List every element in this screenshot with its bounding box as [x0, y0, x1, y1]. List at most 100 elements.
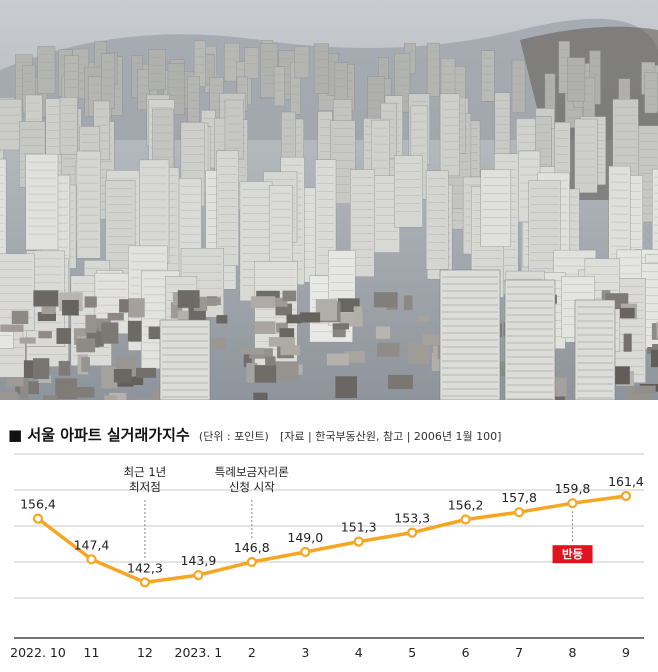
- data-label: 156,2: [448, 498, 484, 513]
- photo-house: [243, 353, 252, 368]
- data-label: 157,8: [501, 490, 537, 505]
- photo-house: [268, 337, 295, 347]
- photo-building: [148, 49, 166, 91]
- photo-house: [315, 299, 337, 321]
- photo-house: [282, 290, 297, 302]
- photo-foreground-tower: [159, 319, 211, 400]
- photo-building: [216, 150, 239, 266]
- photo-foreground-tower: [439, 269, 501, 400]
- data-point: [246, 556, 257, 568]
- photo-building: [244, 47, 259, 79]
- photo-house: [113, 369, 132, 383]
- photo-house: [254, 365, 277, 383]
- photo-house: [107, 313, 124, 321]
- photo-building: [567, 57, 586, 102]
- photo-building: [0, 98, 23, 151]
- x-tick-label: 9: [622, 645, 630, 660]
- photo-building: [152, 108, 174, 167]
- data-point: [32, 513, 44, 524]
- chart-title-block: ■ 서울 아파트 실거래가지수 (단위 : 포인트) [자료 | 한국부동산원,…: [8, 424, 501, 445]
- photo-house: [101, 366, 118, 389]
- photo-building: [193, 40, 206, 87]
- photo-building: [511, 59, 526, 113]
- photo-building: [652, 168, 658, 256]
- annotation-badge-text: 반등: [562, 547, 584, 561]
- photo-building: [574, 118, 598, 194]
- photo-building: [0, 158, 7, 265]
- photo-house: [403, 295, 413, 311]
- photo-house: [620, 307, 635, 319]
- data-label: 159,8: [555, 481, 591, 496]
- photo-house: [353, 306, 363, 319]
- photo-house: [178, 310, 189, 325]
- photo-house: [104, 395, 118, 400]
- data-label: 143,9: [181, 553, 217, 568]
- photo-building: [269, 184, 293, 269]
- annotation-text: 특례보금자리론: [215, 465, 289, 479]
- photo-house: [272, 297, 288, 307]
- photo-house: [109, 392, 127, 400]
- photo-house: [656, 321, 658, 339]
- photo-house: [417, 315, 430, 322]
- photo-house: [101, 322, 119, 344]
- photo-house: [84, 296, 97, 308]
- data-label: 153,3: [394, 511, 430, 526]
- photo-house: [121, 376, 144, 385]
- photo-foreground-tower: [504, 279, 556, 400]
- photo-house: [300, 312, 321, 323]
- data-label: 156,4: [20, 497, 56, 512]
- chart-title: 서울 아파트 실거래가지수: [27, 426, 190, 444]
- photo-house: [625, 388, 650, 400]
- photo-house: [11, 310, 29, 324]
- data-point: [353, 536, 364, 547]
- photo-house: [62, 300, 79, 316]
- photo-house: [58, 360, 71, 376]
- annotation-text: 최근 1년: [124, 465, 167, 479]
- photo-house: [38, 375, 51, 383]
- data-label: 151,3: [341, 520, 377, 535]
- photo-building: [139, 159, 170, 263]
- photo-house: [20, 379, 29, 400]
- photo-house: [153, 388, 166, 400]
- photo-house: [128, 298, 145, 318]
- photo-house: [216, 315, 228, 324]
- x-tick-label: 12: [137, 645, 153, 660]
- photo-house: [280, 345, 301, 356]
- photo-house: [33, 358, 50, 379]
- photo-house: [177, 290, 200, 308]
- x-tick-label: 5: [408, 645, 416, 660]
- photo-house: [19, 337, 36, 344]
- photo-building: [59, 96, 78, 155]
- photo-house: [81, 357, 90, 372]
- photo-house: [71, 387, 95, 398]
- x-tick-label: 2: [248, 645, 256, 660]
- photo-house: [211, 337, 227, 350]
- photo-building: [224, 99, 244, 160]
- photo-house: [276, 322, 288, 333]
- photo-house: [250, 296, 276, 309]
- photo-house: [127, 320, 142, 342]
- photo-house: [170, 302, 183, 319]
- data-label: 146,8: [234, 540, 270, 555]
- photo-building: [334, 62, 348, 101]
- photo-house: [85, 314, 97, 333]
- data-point: [620, 490, 632, 502]
- photo-building: [313, 43, 330, 94]
- photo-building: [480, 169, 511, 247]
- data-point: [300, 546, 311, 558]
- photo-building: [394, 155, 423, 228]
- x-tick-label: 6: [462, 645, 470, 660]
- data-point: [407, 527, 418, 538]
- photo-house: [38, 331, 52, 339]
- photo-foreground-tower: [574, 299, 616, 400]
- photo-house: [254, 321, 276, 334]
- photo-building: [37, 46, 56, 94]
- photo-house: [7, 378, 24, 387]
- photo-house: [635, 385, 656, 394]
- data-point: [139, 577, 150, 588]
- photo-building: [63, 55, 79, 103]
- photo-building: [439, 93, 461, 177]
- photo-house: [373, 292, 398, 308]
- photo-house: [136, 367, 156, 378]
- annotation-badge: [552, 545, 593, 564]
